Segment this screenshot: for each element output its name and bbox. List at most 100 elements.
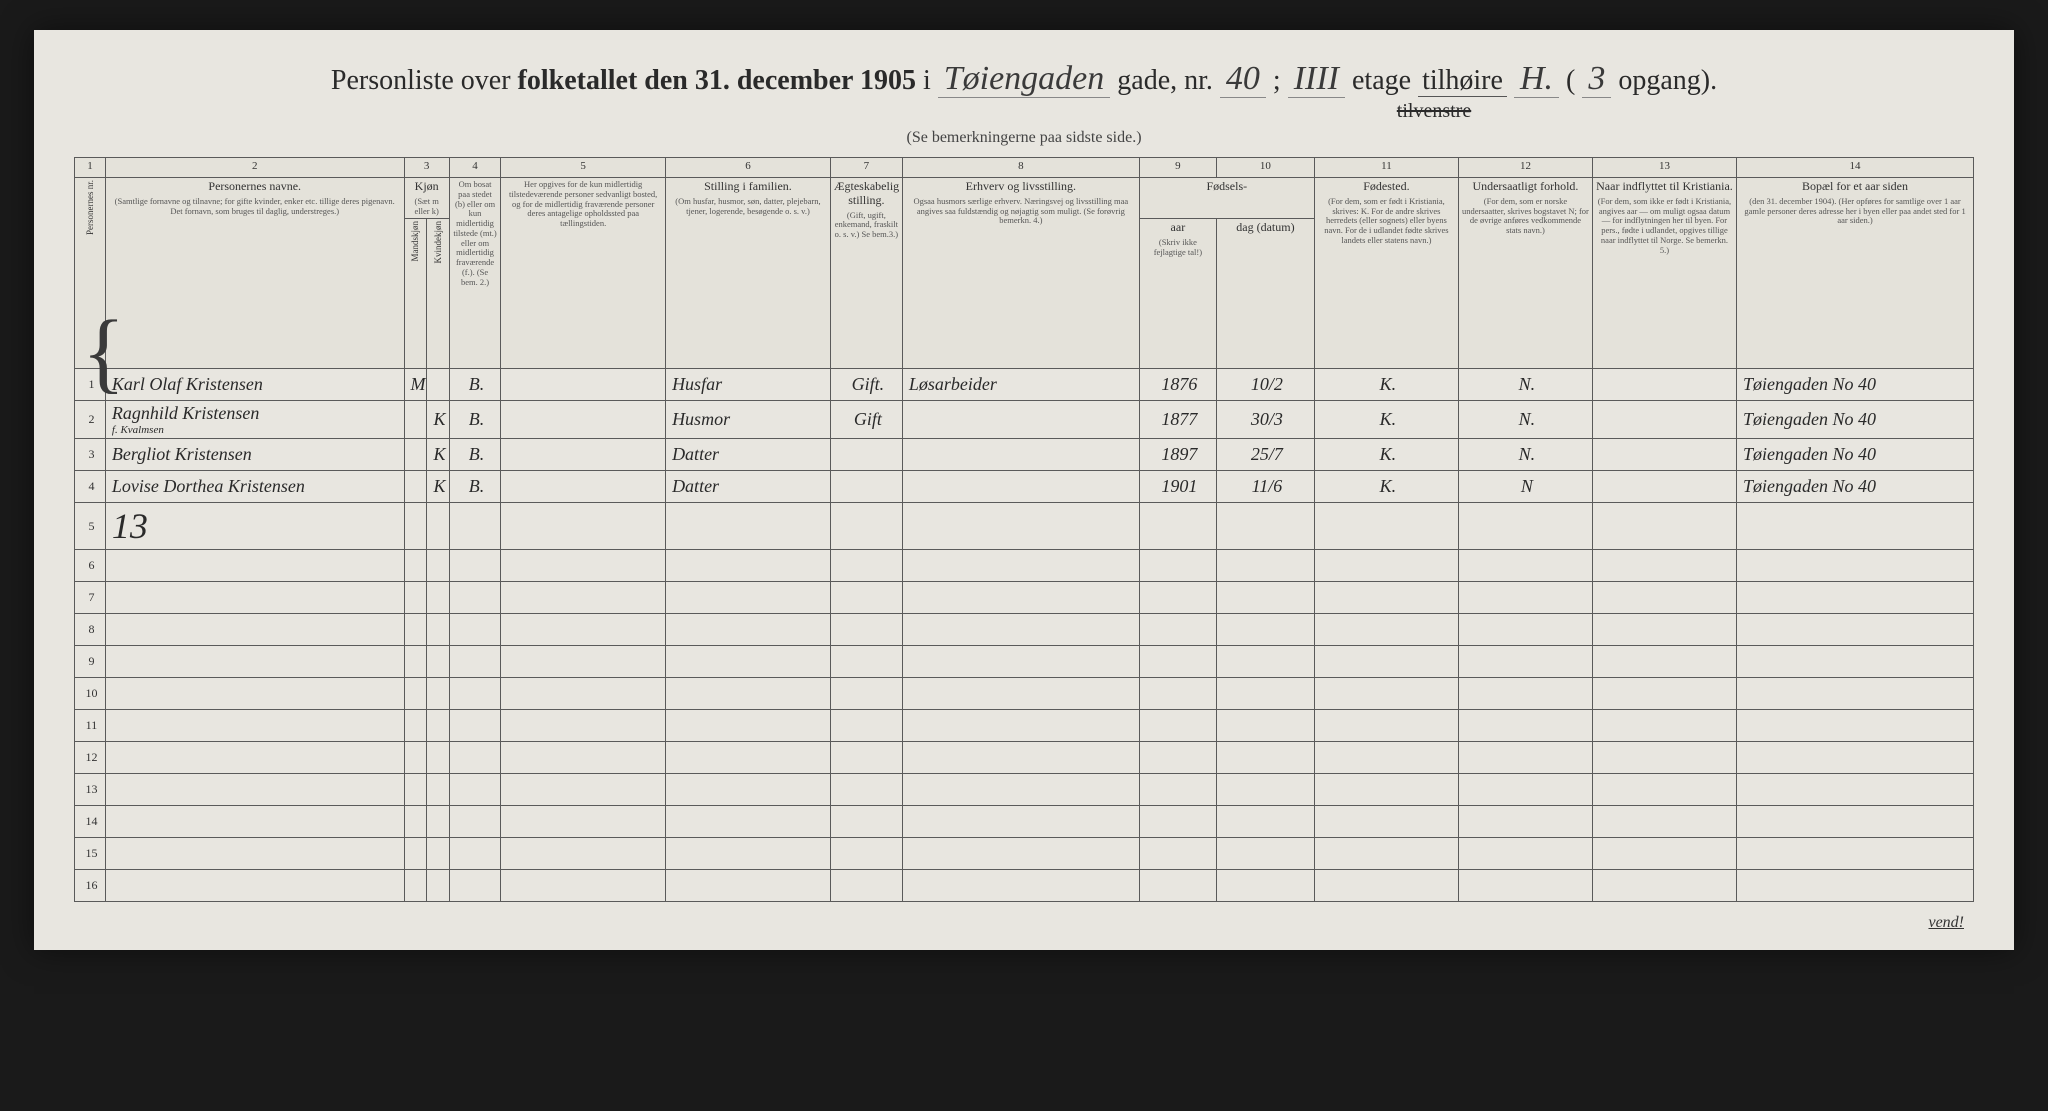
cell-date xyxy=(1217,870,1315,902)
cell-sex-m xyxy=(404,646,427,678)
cell-mar xyxy=(830,550,902,582)
row-number: 7 xyxy=(75,582,106,614)
cell-sex-k: K xyxy=(427,401,450,439)
colnum-9: 9 xyxy=(1139,158,1216,178)
title-tilhoire: tilhøire xyxy=(1418,65,1507,97)
cell-year xyxy=(1139,710,1216,742)
table-row: 1 Karl Olaf Kristensen M B. Husfar Gift.… xyxy=(75,369,1974,401)
cell-nationality: N. xyxy=(1459,369,1593,401)
cell-sex-k xyxy=(427,369,450,401)
cell-occ xyxy=(902,838,1139,870)
cell-moved xyxy=(1592,369,1736,401)
row-number: 14 xyxy=(75,806,106,838)
cell-temp xyxy=(501,806,666,838)
cell-nationality xyxy=(1459,550,1593,582)
cell-sex-m xyxy=(404,582,427,614)
cell-birthplace xyxy=(1314,710,1458,742)
cell-temp xyxy=(501,774,666,806)
cell-mar xyxy=(830,503,902,550)
cell-birthplace xyxy=(1314,646,1458,678)
row-number: 11 xyxy=(75,710,106,742)
cell-res xyxy=(449,550,500,582)
cell-sex-k xyxy=(427,806,450,838)
cell-sex-m xyxy=(404,774,427,806)
cell-date xyxy=(1217,742,1315,774)
cell-occ xyxy=(902,774,1139,806)
cell-date: 11/6 xyxy=(1217,471,1315,503)
hdr-c7: Ægteskabelig stilling. (Gift, ugift, enk… xyxy=(830,178,902,369)
table-row: 14 xyxy=(75,806,1974,838)
cell-occ xyxy=(902,503,1139,550)
cell-date xyxy=(1217,838,1315,870)
cell-name xyxy=(105,870,404,902)
cell-moved xyxy=(1592,838,1736,870)
etage-pre: IIII xyxy=(1288,60,1345,98)
cell-sex-k xyxy=(427,870,450,902)
cell-temp xyxy=(501,439,666,471)
cell-year xyxy=(1139,838,1216,870)
cell-mar: Gift. xyxy=(830,369,902,401)
cell-address: Tøiengaden No 40 xyxy=(1737,471,1974,503)
hdr-c2: Personernes navne. (Samtlige fornavne og… xyxy=(105,178,404,369)
cell-name: Bergliot Kristensen xyxy=(105,439,404,471)
row-number: 9 xyxy=(75,646,106,678)
cell-year: 1877 xyxy=(1139,401,1216,439)
cell-res xyxy=(449,742,500,774)
table-row: 16 xyxy=(75,870,1974,902)
cell-birthplace xyxy=(1314,503,1458,550)
row-number: 13 xyxy=(75,774,106,806)
cell-sex-m xyxy=(404,471,427,503)
cell-fam xyxy=(666,646,831,678)
row-number: 16 xyxy=(75,870,106,902)
table-row: 2 Ragnhild Kristensenf. Kvalmsen K B. Hu… xyxy=(75,401,1974,439)
hdr-c11: Fødested. (For dem, som er født i Kristi… xyxy=(1314,178,1458,369)
cell-res xyxy=(449,503,500,550)
cell-mar xyxy=(830,439,902,471)
cell-date xyxy=(1217,614,1315,646)
cell-occ xyxy=(902,742,1139,774)
cell-temp xyxy=(501,471,666,503)
cell-date xyxy=(1217,774,1315,806)
cell-mar xyxy=(830,614,902,646)
cell-nationality xyxy=(1459,646,1593,678)
tilhoire-hand: H. xyxy=(1514,60,1559,98)
cell-mar xyxy=(830,774,902,806)
cell-name xyxy=(105,582,404,614)
cell-date: 10/2 xyxy=(1217,369,1315,401)
cell-nationality xyxy=(1459,503,1593,550)
strike-row: tilvenstre xyxy=(74,100,1974,123)
table-row: 4 Lovise Dorthea Kristensen K B. Datter … xyxy=(75,471,1974,503)
row-number: 8 xyxy=(75,614,106,646)
cell-res xyxy=(449,646,500,678)
cell-fam: Datter xyxy=(666,471,831,503)
cell-temp xyxy=(501,838,666,870)
cell-res xyxy=(449,710,500,742)
cell-year xyxy=(1139,614,1216,646)
cell-mar xyxy=(830,471,902,503)
cell-year xyxy=(1139,742,1216,774)
cell-name xyxy=(105,838,404,870)
cell-temp xyxy=(501,369,666,401)
cell-address xyxy=(1737,742,1974,774)
cell-year xyxy=(1139,550,1216,582)
cell-nationality: N xyxy=(1459,471,1593,503)
cell-mar xyxy=(830,710,902,742)
cell-address xyxy=(1737,774,1974,806)
title-semi: ; xyxy=(1273,65,1281,96)
cell-moved xyxy=(1592,471,1736,503)
hdr-c3b: Kvindekjøn xyxy=(427,219,450,369)
colnum-1: 1 xyxy=(75,158,106,178)
cell-name xyxy=(105,678,404,710)
cell-sex-m xyxy=(404,550,427,582)
cell-fam xyxy=(666,838,831,870)
cell-sex-k xyxy=(427,503,450,550)
table-row: 11 xyxy=(75,710,1974,742)
cell-mar xyxy=(830,678,902,710)
cell-sex-m xyxy=(404,710,427,742)
cell-sex-m xyxy=(404,742,427,774)
cell-year xyxy=(1139,503,1216,550)
row-number: 12 xyxy=(75,742,106,774)
cell-birthplace: K. xyxy=(1314,401,1458,439)
cell-year xyxy=(1139,582,1216,614)
cell-birthplace xyxy=(1314,870,1458,902)
